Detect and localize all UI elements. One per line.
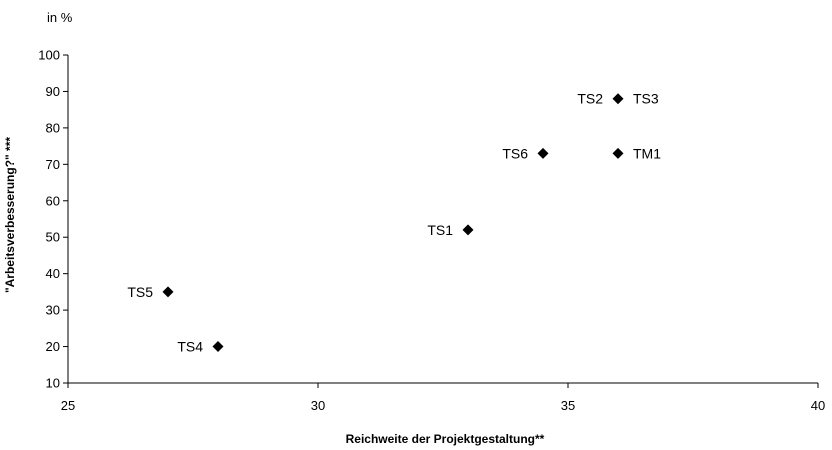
x-axis: 25 30 35 40 <box>61 382 825 413</box>
y-tick-label: 20 <box>46 339 60 354</box>
y-tick-label: 30 <box>46 303 60 318</box>
data-point-label: TM1 <box>633 145 661 161</box>
y-axis: 10 20 30 40 50 60 70 80 90 100 <box>38 48 69 391</box>
data-point-label: TS1 <box>427 222 453 238</box>
data-point-label: TS2 <box>577 91 603 107</box>
data-point <box>612 93 624 105</box>
y-tick-label: 100 <box>38 48 60 63</box>
y-axis-title: "Arbeitsverbesserung?" *** <box>3 137 17 293</box>
x-tick-label: 35 <box>561 398 575 413</box>
x-tick-label: 30 <box>311 398 325 413</box>
y-tick-label: 10 <box>46 376 60 391</box>
unit-label: in % <box>47 10 73 25</box>
y-tick-label: 50 <box>46 230 60 245</box>
y-tick-label: 40 <box>46 266 60 281</box>
data-point <box>537 147 549 159</box>
data-point-label: TS6 <box>502 145 528 161</box>
data-point-label: TS5 <box>127 284 153 300</box>
data-points: TS5 TS4 TS1 TS6 TS2 TS3 TM1 <box>127 91 661 355</box>
x-tick-label: 25 <box>61 398 75 413</box>
x-tick-label: 40 <box>811 398 825 413</box>
data-point-label: TS4 <box>177 339 203 355</box>
data-point <box>162 286 174 298</box>
data-point-label: TS3 <box>633 91 659 107</box>
y-tick-label: 80 <box>46 120 60 135</box>
data-point <box>612 147 624 159</box>
data-point <box>212 341 224 353</box>
y-tick-label: 90 <box>46 84 60 99</box>
y-tick-label: 70 <box>46 157 60 172</box>
y-tick-label: 60 <box>46 193 60 208</box>
x-axis-title: Reichweite der Projektgestaltung** <box>346 432 545 446</box>
data-point <box>462 224 474 236</box>
